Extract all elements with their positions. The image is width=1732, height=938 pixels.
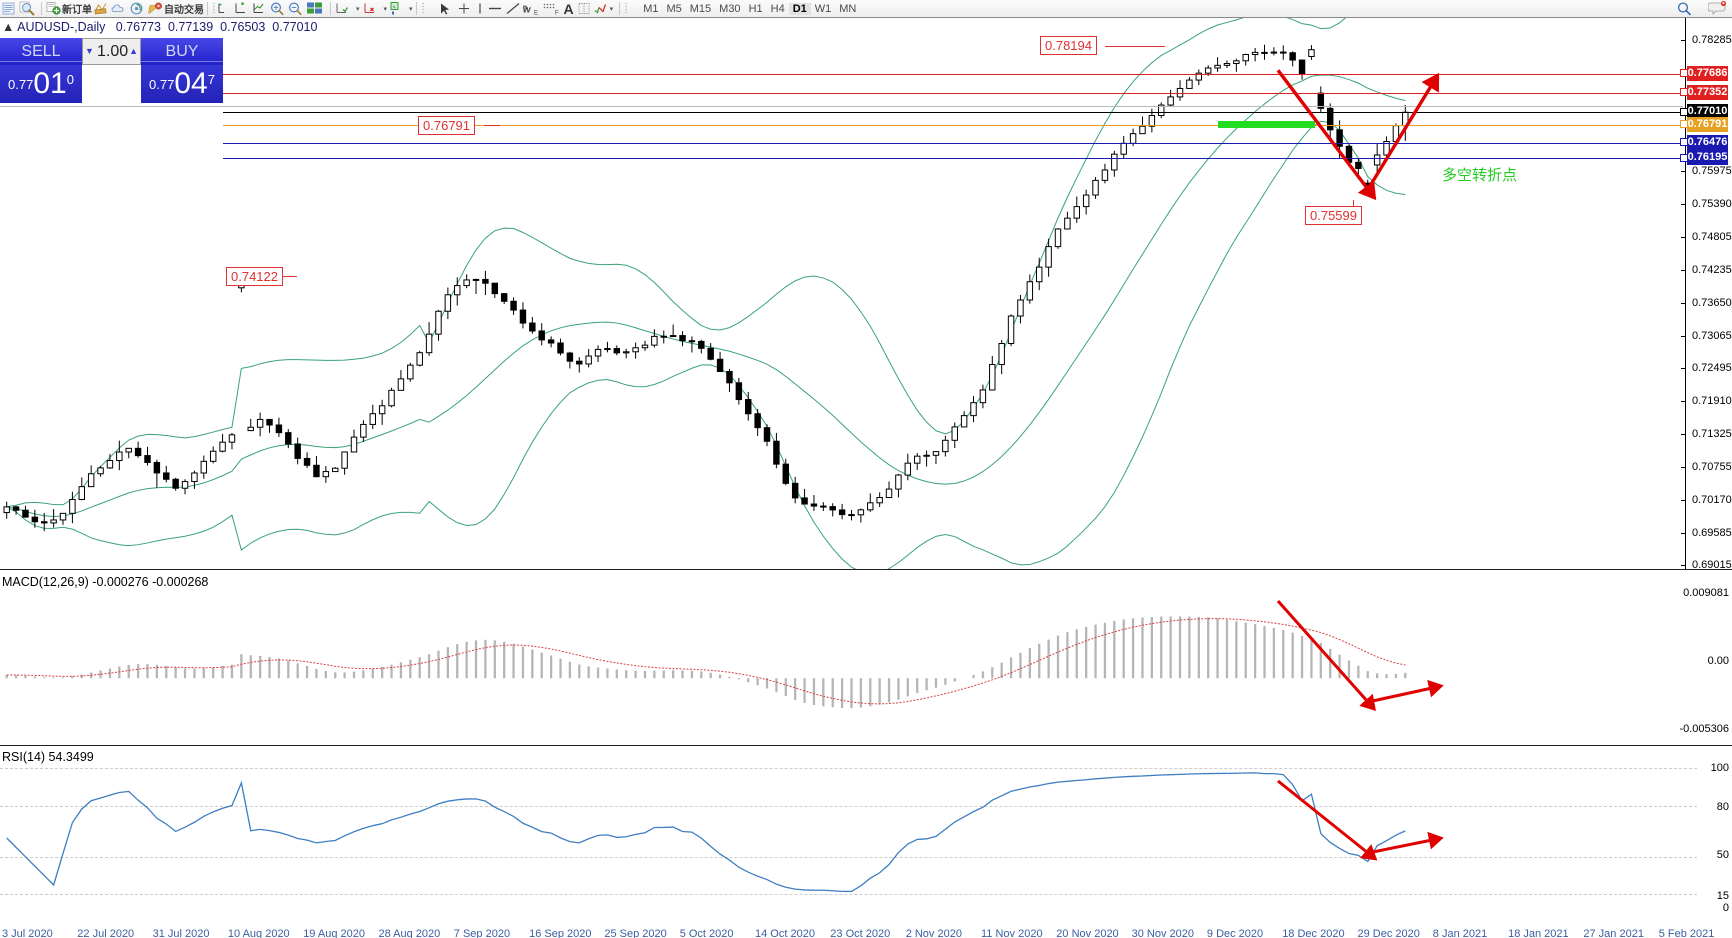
svg-text:F: F xyxy=(555,11,559,17)
svg-text:w: w xyxy=(523,5,532,16)
svg-text:E: E xyxy=(534,11,538,17)
